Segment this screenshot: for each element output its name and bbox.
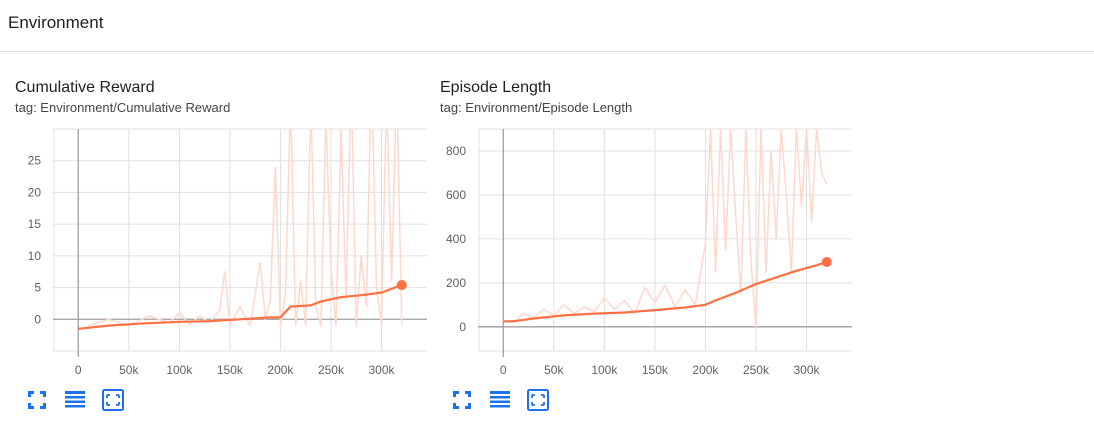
- y-tick-label: 5: [34, 281, 41, 295]
- x-tick-label: 50k: [119, 363, 139, 377]
- fullscreen-icon: [453, 391, 471, 409]
- x-tick-label: 0: [500, 363, 507, 377]
- data-table-icon: [65, 391, 85, 408]
- series-smoothed-line: [503, 260, 828, 323]
- chart-title: Cumulative Reward: [15, 79, 155, 96]
- y-tick-label: 800: [446, 144, 466, 158]
- y-tick-label: 20: [28, 185, 42, 199]
- x-tick-label: 300k: [793, 363, 820, 377]
- fit-domain-icon: [102, 389, 124, 411]
- x-tick-label: 150k: [217, 363, 244, 377]
- x-tick-label: 100k: [591, 363, 618, 377]
- y-tick-label: 400: [446, 232, 466, 246]
- data-table-icon: [490, 391, 510, 408]
- fit-domain-icon: [527, 389, 549, 411]
- y-tick-label: 25: [28, 154, 42, 168]
- y-tick-label: 0: [459, 320, 466, 334]
- data-table-button[interactable]: [488, 388, 512, 412]
- x-tick-label: 250k: [318, 363, 345, 377]
- series-last-point: [396, 280, 407, 291]
- y-tick-label: 15: [28, 217, 42, 231]
- y-tick-label: 200: [446, 276, 466, 290]
- chart-plot[interactable]: 0 200 400 600 800 0 50k 100k 150k 200k 250k 300k: [440, 78, 860, 378]
- series-raw-line: [88, 129, 403, 327]
- x-tick-label: 0: [75, 363, 82, 377]
- chart-tag: tag: Environment/Cumulative Reward: [15, 100, 231, 115]
- y-tick-label: 0: [34, 312, 41, 326]
- x-tick-label: 250k: [743, 363, 770, 377]
- fullscreen-button[interactable]: [450, 388, 474, 412]
- series-smoothed-line: [78, 283, 403, 330]
- x-tick-label: 50k: [544, 363, 564, 377]
- x-tick-label: 200k: [267, 363, 294, 377]
- fullscreen-button[interactable]: [25, 388, 49, 412]
- chart-plot[interactable]: 0 5 10 15 20 25 0 50k 100k 150k 200k 250k 300k: [15, 78, 435, 378]
- chart-title: Episode Length: [440, 79, 552, 96]
- y-tick-label: 10: [28, 249, 42, 263]
- y-tick-label: 600: [446, 188, 466, 202]
- chart-tag: tag: Environment/Episode Length: [440, 100, 633, 115]
- chart-card-cumulative-reward: Cumulative Reward tag: Environment/Cumul…: [15, 78, 435, 418]
- fit-domain-button[interactable]: [101, 388, 125, 412]
- chart-card-episode-length: Episode Length tag: Environment/Episode …: [440, 78, 860, 418]
- fit-domain-button[interactable]: [526, 388, 550, 412]
- series-last-point: [821, 256, 832, 267]
- section-title: Environment: [8, 13, 104, 32]
- x-tick-label: 150k: [642, 363, 669, 377]
- x-tick-label: 100k: [166, 363, 193, 377]
- x-tick-label: 200k: [692, 363, 719, 377]
- fullscreen-icon: [28, 391, 46, 409]
- data-table-button[interactable]: [63, 388, 87, 412]
- grid: [53, 128, 427, 352]
- series-raw-line: [503, 129, 828, 328]
- section-header: Environment: [0, 0, 1094, 52]
- x-tick-label: 300k: [368, 363, 395, 377]
